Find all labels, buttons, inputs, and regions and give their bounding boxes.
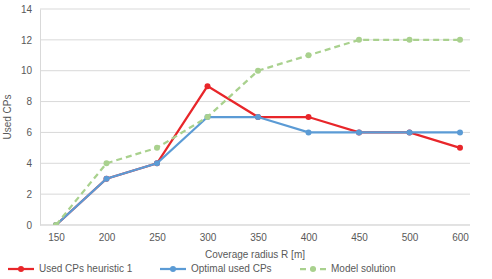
series-marker — [407, 37, 413, 43]
y-tick: 8 — [26, 96, 40, 107]
y-axis-title: Used CPs — [2, 94, 13, 139]
x-tick: 200 — [99, 225, 116, 243]
y-tick-label: 6 — [26, 127, 32, 138]
x-tick-label: 300 — [200, 232, 217, 243]
legend-label: Model solution — [331, 263, 395, 274]
series-marker — [154, 160, 160, 166]
grid-line — [40, 194, 470, 195]
y-tick-label: 4 — [26, 158, 32, 169]
series-marker — [356, 129, 362, 135]
x-tick: 600 — [452, 225, 469, 243]
series-marker — [255, 68, 261, 74]
x-tick-label: 600 — [452, 232, 469, 243]
series-marker — [457, 37, 463, 43]
y-tick: 4 — [26, 158, 40, 169]
series-marker — [457, 129, 463, 135]
y-tick-label: 12 — [21, 35, 33, 46]
x-tick-label: 350 — [250, 232, 267, 243]
legend-marker — [170, 266, 176, 272]
legend-item: Used CPs heuristic 1 — [8, 263, 133, 274]
y-tick-label: 0 — [26, 220, 32, 231]
chart: 0 2 4 6 8 10 12 14 150 200 250 300 350 400 450 500 600 Co… — [0, 0, 492, 279]
x-tick: 400 — [301, 225, 318, 243]
x-tick-label: 200 — [99, 232, 116, 243]
series — [53, 114, 463, 225]
series-marker — [306, 129, 312, 135]
y-axis: 0 2 4 6 8 10 12 14 — [21, 4, 41, 231]
series-marker — [104, 176, 110, 182]
series-marker — [356, 37, 362, 43]
series-marker — [154, 145, 160, 151]
series-marker — [255, 114, 261, 120]
x-tick: 250 — [149, 225, 166, 243]
series-line — [56, 86, 460, 225]
series-marker — [306, 114, 312, 120]
x-tick-label: 250 — [149, 232, 166, 243]
x-tick: 450 — [351, 225, 368, 243]
series-marker — [457, 145, 463, 151]
y-tick: 2 — [26, 189, 40, 200]
x-tick-label: 400 — [301, 232, 318, 243]
y-tick-label: 14 — [21, 4, 33, 15]
y-tick: 6 — [26, 127, 40, 138]
series — [53, 37, 463, 225]
series-marker — [104, 176, 110, 182]
series — [53, 83, 463, 225]
y-tick: 12 — [21, 35, 40, 46]
legend: Used CPs heuristic 1 Optimal used CPs Mode… — [8, 263, 395, 274]
x-tick-label: 500 — [402, 232, 419, 243]
series-marker — [205, 83, 211, 89]
series-marker — [104, 160, 110, 166]
y-axis-line — [40, 10, 41, 226]
series-marker — [407, 129, 413, 135]
grid-line — [40, 101, 470, 102]
x-tick: 150 — [48, 225, 65, 243]
x-axis-title: Coverage radius R [m] — [205, 249, 305, 260]
x-tick: 350 — [250, 225, 267, 243]
y-tick: 0 — [26, 220, 40, 231]
grid-line — [40, 225, 470, 226]
legend-item: Optimal used CPs — [160, 263, 272, 274]
y-tick-label: 2 — [26, 189, 32, 200]
series-marker — [205, 114, 211, 120]
series-marker — [53, 222, 59, 225]
legend-label: Optimal used CPs — [191, 263, 272, 274]
x-axis-line — [40, 225, 470, 226]
y-tick: 14 — [21, 4, 40, 15]
grid — [40, 9, 470, 225]
legend-label: Used CPs heuristic 1 — [39, 263, 133, 274]
grid-line — [40, 9, 470, 10]
series-line — [56, 117, 460, 225]
series-marker — [205, 114, 211, 120]
y-tick-label: 8 — [26, 96, 32, 107]
series-line — [56, 40, 460, 225]
y-tick: 10 — [21, 65, 40, 76]
series-marker — [255, 114, 261, 120]
legend-marker — [18, 266, 24, 272]
legend-item: Model solution — [300, 263, 395, 274]
x-tick-label: 450 — [351, 232, 368, 243]
x-tick: 500 — [402, 225, 419, 243]
x-tick: 300 — [200, 225, 217, 243]
plot-area — [53, 37, 463, 225]
y-tick-label: 10 — [21, 65, 33, 76]
x-axis: 150 200 250 300 350 400 450 500 600 — [40, 225, 470, 243]
series-marker — [407, 129, 413, 135]
series-marker — [154, 160, 160, 166]
legend-marker — [310, 266, 316, 272]
x-tick-label: 150 — [48, 232, 65, 243]
series-marker — [306, 52, 312, 58]
series-marker — [356, 129, 362, 135]
